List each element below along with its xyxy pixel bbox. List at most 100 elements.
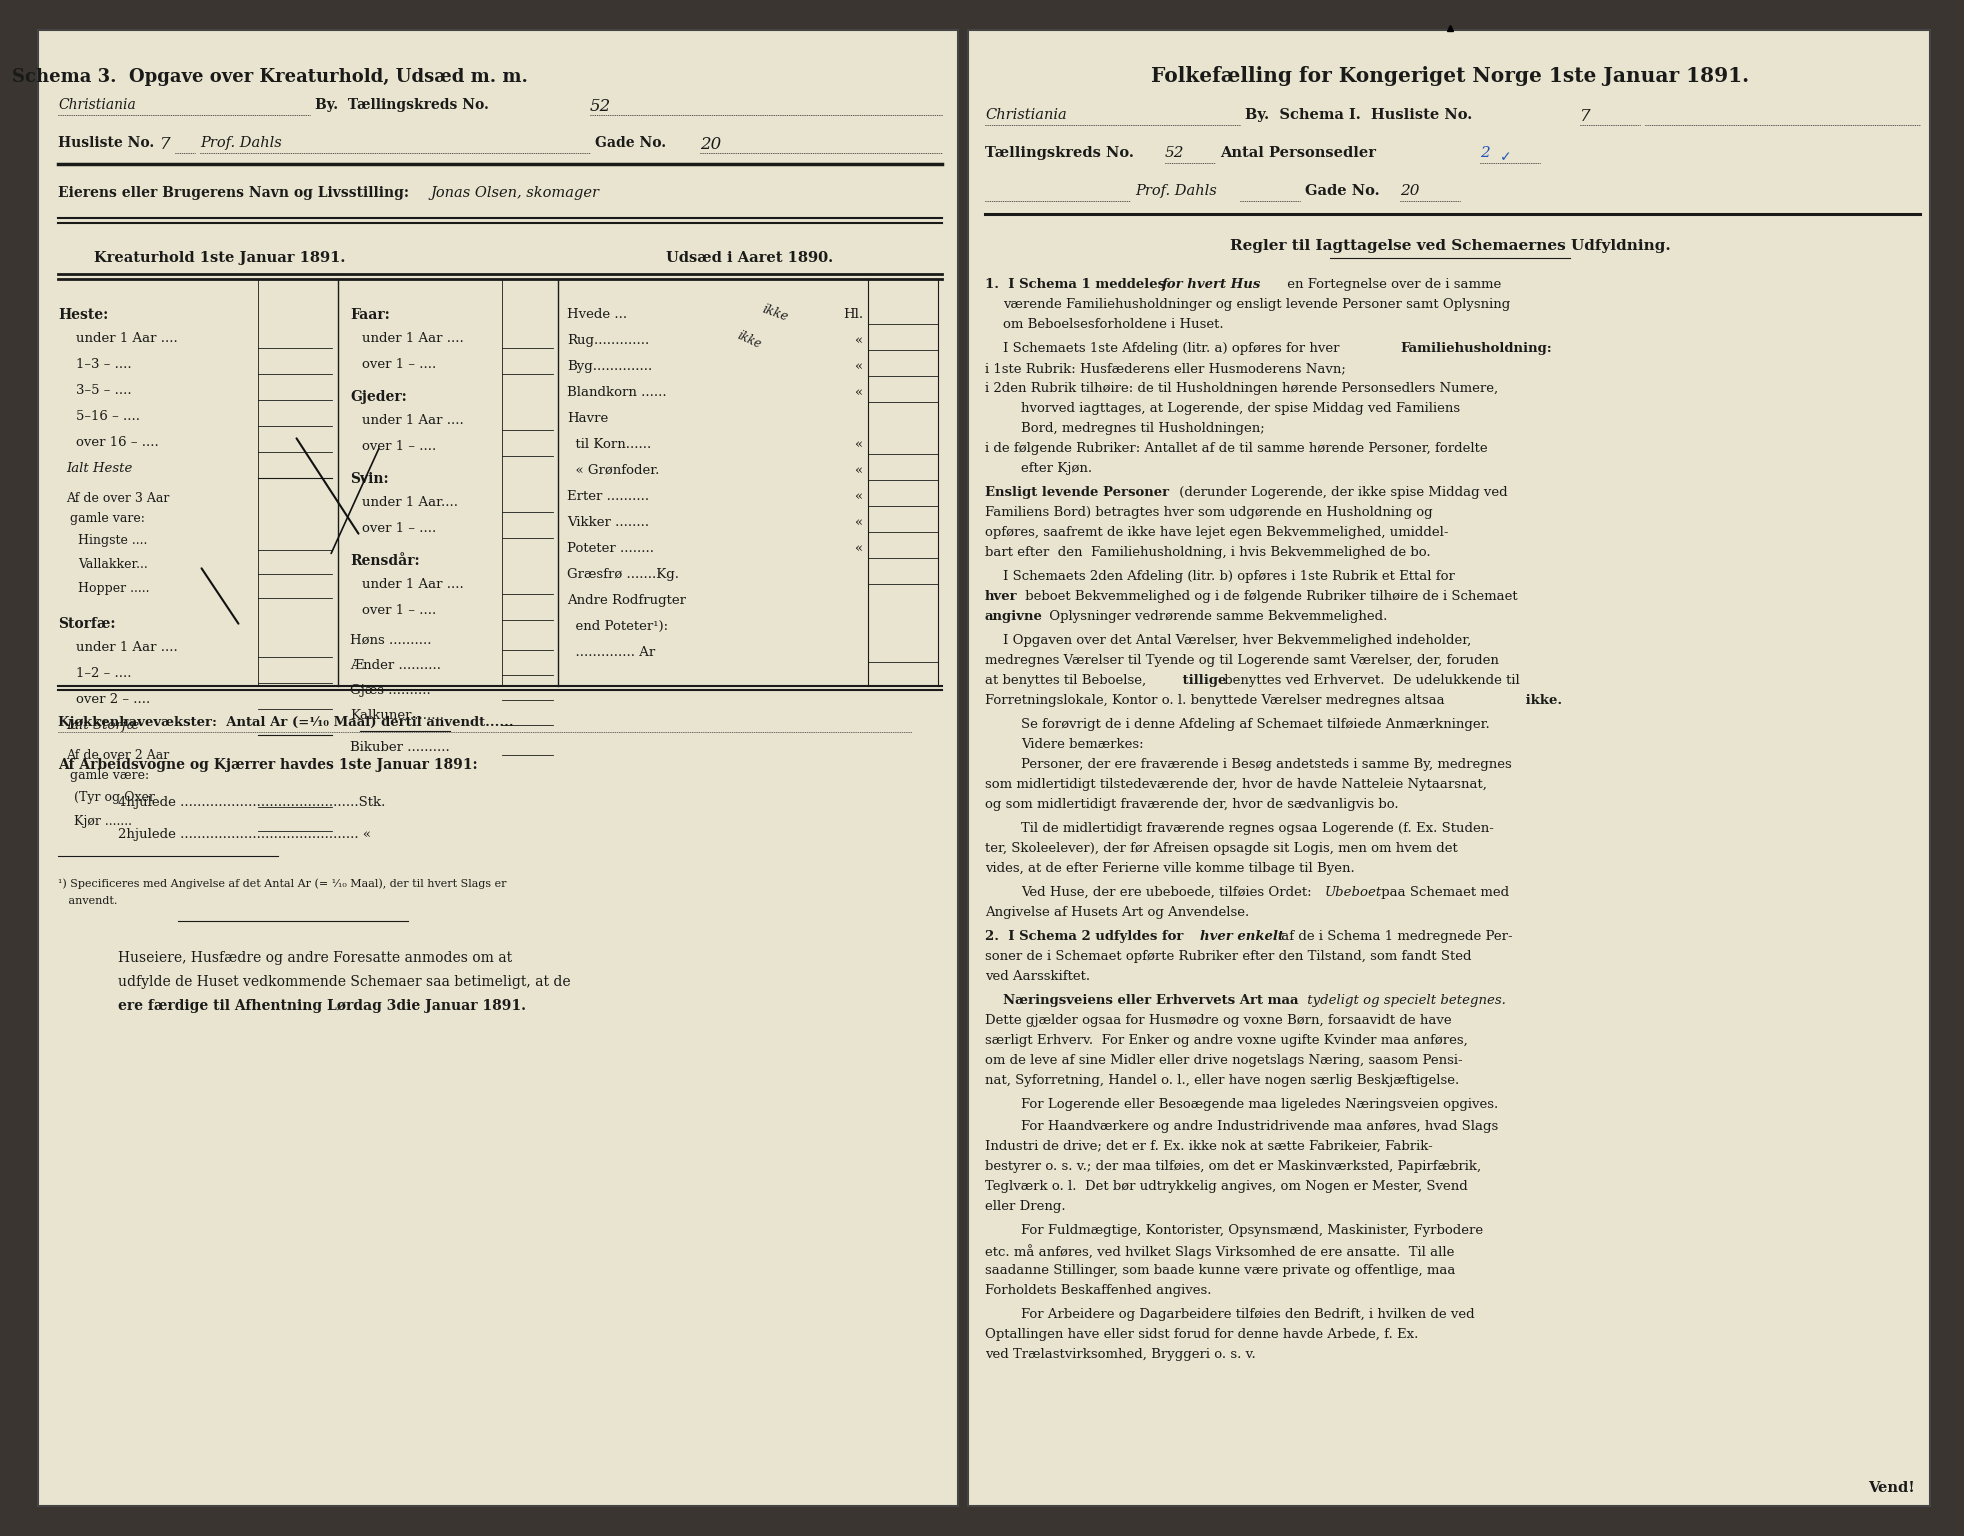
Text: ere færdige til Afhentning Lørdag 3die Januar 1891.: ere færdige til Afhentning Lørdag 3die J… xyxy=(118,998,526,1014)
Text: Forretningslokale, Kontor o. l. benyttede Værelser medregnes altsaa: Forretningslokale, Kontor o. l. benytted… xyxy=(986,694,1446,707)
Text: Ænder ..........: Ænder .......... xyxy=(350,659,442,673)
Text: hvorved iagttages, at Logerende, der spise Middag ved Familiens: hvorved iagttages, at Logerende, der spi… xyxy=(1021,402,1459,415)
Text: ikke.: ikke. xyxy=(1520,694,1561,707)
Text: Forholdets Beskaffenhed angives.: Forholdets Beskaffenhed angives. xyxy=(986,1284,1212,1296)
Text: ter, Skoleelever), der før Afreisen opsagde sit Logis, men om hvem det: ter, Skoleelever), der før Afreisen opsa… xyxy=(986,842,1457,856)
Text: at benyttes til Beboelse,: at benyttes til Beboelse, xyxy=(986,674,1147,687)
Text: ¹) Specificeres med Angivelse af det Antal Ar (= ¹⁄₁₀ Maal), der til hvert Slags: ¹) Specificeres med Angivelse af det Ant… xyxy=(59,879,507,888)
Text: beboet Bekvemmelighed og i de følgende Rubriker tilhøire de i Schemaet: beboet Bekvemmelighed og i de følgende R… xyxy=(1021,590,1518,604)
Text: 7: 7 xyxy=(1579,108,1591,124)
Text: Svin:: Svin: xyxy=(350,472,389,485)
Text: Christiania: Christiania xyxy=(986,108,1066,121)
Text: Gjeder:: Gjeder: xyxy=(350,390,407,404)
Text: under 1 Aar ....: under 1 Aar .... xyxy=(77,332,179,346)
Text: om de leve af sine Midler eller drive nogetslags Næring, saasom Pensi-: om de leve af sine Midler eller drive no… xyxy=(986,1054,1463,1068)
Text: Prof. Dahls: Prof. Dahls xyxy=(1135,184,1218,198)
Text: i 2den Rubrik tilhøire: de til Husholdningen hørende Personsedlers Numere,: i 2den Rubrik tilhøire: de til Husholdni… xyxy=(986,382,1499,395)
Text: Kalkuner........: Kalkuner........ xyxy=(350,710,444,722)
Text: bart efter  den  Familiehusholdning, i hvis Bekvemmelighed de bo.: bart efter den Familiehusholdning, i hvi… xyxy=(986,545,1430,559)
Text: Schema 3.  Opgave over Kreaturhold, Udsæd m. m.: Schema 3. Opgave over Kreaturhold, Udsæd… xyxy=(12,68,528,86)
Text: Hvede ...: Hvede ... xyxy=(568,309,627,321)
Text: Af de over 2 Aar: Af de over 2 Aar xyxy=(67,750,169,762)
Text: Prof. Dahls: Prof. Dahls xyxy=(200,137,281,151)
Text: Familiehusholdning:: Familiehusholdning: xyxy=(1400,343,1552,355)
Text: Vikker ........: Vikker ........ xyxy=(568,516,650,528)
Text: over 1 – ....: over 1 – .... xyxy=(361,358,436,372)
Text: gamle vare:: gamle vare: xyxy=(71,511,145,525)
Text: Regler til Iagttagelse ved Schemaernes Udfyldning.: Regler til Iagttagelse ved Schemaernes U… xyxy=(1229,240,1669,253)
Text: Ubeboet: Ubeboet xyxy=(1326,886,1383,899)
Text: Bikuber ..........: Bikuber .......... xyxy=(350,740,450,754)
Text: ved Aarsskiftet.: ved Aarsskiftet. xyxy=(986,971,1090,983)
Text: Rug.............: Rug............. xyxy=(568,333,650,347)
Text: Bord, medregnes til Husholdningen;: Bord, medregnes til Husholdningen; xyxy=(1021,422,1265,435)
Text: særligt Erhverv.  For Enker og andre voxne ugifte Kvinder maa anføres,: særligt Erhverv. For Enker og andre voxn… xyxy=(986,1034,1467,1048)
Text: 1.  I Schema 1 meddeles: 1. I Schema 1 meddeles xyxy=(986,278,1171,290)
Text: bestyrer o. s. v.; der maa tilføies, om det er Maskinværksted, Papirfæbrik,: bestyrer o. s. v.; der maa tilføies, om … xyxy=(986,1160,1481,1174)
Text: Gade No.: Gade No. xyxy=(595,137,666,151)
Text: over 2 – ....: over 2 – .... xyxy=(77,693,151,707)
Text: Høns ..........: Høns .......... xyxy=(350,634,432,647)
Text: Huseiere, Husfædre og andre Foresatte anmodes om at: Huseiere, Husfædre og andre Foresatte an… xyxy=(118,951,513,965)
Text: som midlertidigt tilstedeværende der, hvor de havde Natteleie Nytaarsnat,: som midlertidigt tilstedeværende der, hv… xyxy=(986,779,1487,791)
Text: Industri de drive; det er f. Ex. ikke nok at sætte Fabrikeier, Fabrik-: Industri de drive; det er f. Ex. ikke no… xyxy=(986,1140,1434,1154)
Text: Oplysninger vedrørende samme Bekvemmelighed.: Oplysninger vedrørende samme Bekvemmelig… xyxy=(1045,610,1387,624)
Text: 4hjulede ..........................................Stk.: 4hjulede ...............................… xyxy=(118,796,385,809)
Text: Hl.: Hl. xyxy=(843,309,862,321)
Text: 52: 52 xyxy=(1165,146,1184,160)
Text: Se forøvrigt de i denne Afdeling af Schemaet tilføiede Anmærkninger.: Se forøvrigt de i denne Afdeling af Sche… xyxy=(1021,717,1491,731)
Text: under 1 Aar ....: under 1 Aar .... xyxy=(77,641,179,654)
Text: 2: 2 xyxy=(1481,146,1491,160)
Text: under 1 Aar ....: under 1 Aar .... xyxy=(361,332,464,346)
Text: om Beboelsesforholdene i Huset.: om Beboelsesforholdene i Huset. xyxy=(1004,318,1224,330)
Text: værende Familiehusholdninger og ensligt levende Personer samt Oplysning: værende Familiehusholdninger og ensligt … xyxy=(1004,298,1510,310)
Text: For Haandværkere og andre Industridrivende maa anføres, hvad Slags: For Haandværkere og andre Industridriven… xyxy=(1021,1120,1499,1134)
Text: vides, at de efter Ferierne ville komme tilbage til Byen.: vides, at de efter Ferierne ville komme … xyxy=(986,862,1355,876)
Text: opføres, saafremt de ikke have lejet egen Bekvemmelighed, umiddel-: opføres, saafremt de ikke have lejet ege… xyxy=(986,525,1449,539)
Text: By.  Schema I.  Husliste No.: By. Schema I. Husliste No. xyxy=(1245,108,1473,121)
Text: anvendt.: anvendt. xyxy=(59,895,118,906)
Text: Jonas Olsen, skomager: Jonas Olsen, skomager xyxy=(430,186,599,200)
Text: Personer, der ere fraværende i Besøg andetsteds i samme By, medregnes: Personer, der ere fraværende i Besøg and… xyxy=(1021,757,1512,771)
Text: af de i Schema 1 medregnede Per-: af de i Schema 1 medregnede Per- xyxy=(1277,929,1512,943)
Text: 5–16 – ....: 5–16 – .... xyxy=(77,410,139,422)
Text: .............. Ar: .............. Ar xyxy=(568,647,656,659)
Text: 2.  I Schema 2 udfyldes for: 2. I Schema 2 udfyldes for xyxy=(986,929,1188,943)
Text: I Schemaets 2den Afdeling (litr. b) opføres i 1ste Rubrik et Ettal for: I Schemaets 2den Afdeling (litr. b) opfø… xyxy=(1004,570,1455,584)
Text: Folkefælling for Kongeriget Norge 1ste Januar 1891.: Folkefælling for Kongeriget Norge 1ste J… xyxy=(1151,66,1750,86)
Text: Kjøkkenhavevækster:  Antal Ar (=¹⁄₁₀ Maal) dertil anvendt......: Kjøkkenhavevækster: Antal Ar (=¹⁄₁₀ Maal… xyxy=(59,716,515,730)
Text: Kreaturhold 1ste Januar 1891.: Kreaturhold 1ste Januar 1891. xyxy=(94,250,346,266)
Text: eller Dreng.: eller Dreng. xyxy=(986,1200,1066,1213)
Text: angivne: angivne xyxy=(986,610,1043,624)
Bar xyxy=(968,31,1931,1505)
Text: Antal Personsedler: Antal Personsedler xyxy=(1220,146,1377,160)
Text: Vend!: Vend! xyxy=(1868,1481,1915,1495)
Text: 1–2 – ....: 1–2 – .... xyxy=(77,667,132,680)
Text: paa Schemaet med: paa Schemaet med xyxy=(1377,886,1508,899)
Text: end Poteter¹):: end Poteter¹): xyxy=(568,621,668,633)
Text: ikke: ikke xyxy=(735,329,764,352)
Text: Angivelse af Husets Art og Anvendelse.: Angivelse af Husets Art og Anvendelse. xyxy=(986,906,1249,919)
Text: ✓: ✓ xyxy=(1500,151,1512,164)
Text: By.  Tællingskreds No.: By. Tællingskreds No. xyxy=(314,98,489,112)
Text: over 1 – ....: over 1 – .... xyxy=(361,604,436,617)
Text: og som midlertidigt fraværende der, hvor de sædvanligvis bo.: og som midlertidigt fraværende der, hvor… xyxy=(986,799,1398,811)
Text: Optallingen have eller sidst forud for denne havde Arbede, f. Ex.: Optallingen have eller sidst forud for d… xyxy=(986,1329,1418,1341)
Text: I Opgaven over det Antal Værelser, hver Bekvemmelighed indeholder,: I Opgaven over det Antal Værelser, hver … xyxy=(1004,634,1471,647)
Text: (derunder Logerende, der ikke spise Middag ved: (derunder Logerende, der ikke spise Midd… xyxy=(1174,485,1508,499)
Text: soner de i Schemaet opførte Rubriker efter den Tilstand, som fandt Sted: soner de i Schemaet opførte Rubriker eft… xyxy=(986,949,1471,963)
Bar xyxy=(968,31,1931,1505)
Text: etc. må anføres, ved hvilket Slags Virksomhed de ere ansatte.  Til alle: etc. må anføres, ved hvilket Slags Virks… xyxy=(986,1244,1455,1260)
Text: Udsæd i Aaret 1890.: Udsæd i Aaret 1890. xyxy=(666,250,833,266)
Text: Erter ..........: Erter .......... xyxy=(568,490,650,502)
Text: Christiania: Christiania xyxy=(59,98,136,112)
Text: Storfæ:: Storfæ: xyxy=(59,617,116,631)
Text: tillige: tillige xyxy=(1178,674,1226,687)
Text: Hingste ....: Hingste .... xyxy=(79,535,147,547)
Text: under 1 Aar....: under 1 Aar.... xyxy=(361,496,458,508)
Text: Rensdår:: Rensdår: xyxy=(350,554,420,568)
Text: Næringsveiens eller Erhvervets Art maa: Næringsveiens eller Erhvervets Art maa xyxy=(1004,994,1298,1008)
Text: 3–5 – ....: 3–5 – .... xyxy=(77,384,132,396)
Text: Ved Huse, der ere ubeboede, tilføies Ordet:: Ved Huse, der ere ubeboede, tilføies Ord… xyxy=(1021,886,1316,899)
Text: «: « xyxy=(854,464,862,478)
